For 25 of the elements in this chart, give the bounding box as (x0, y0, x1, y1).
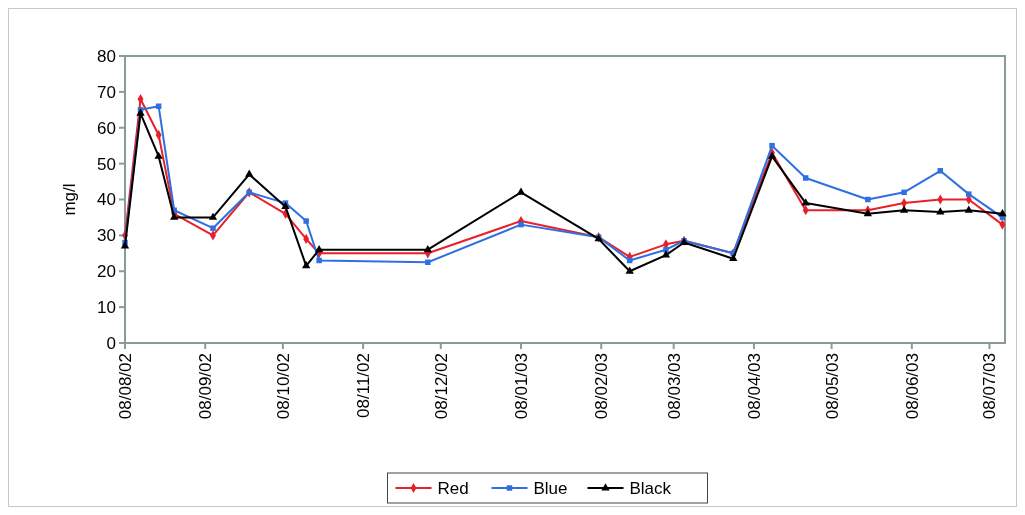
x-tick-label: 08/01/03 (511, 353, 531, 420)
y-tick-label: 0 (106, 333, 116, 353)
y-tick-label: 50 (97, 154, 116, 174)
x-tick-label: 08/11/02 (354, 353, 374, 418)
x-tick-label: 08/07/03 (980, 353, 1000, 420)
y-tick-label: 70 (97, 82, 116, 102)
x-tick-label: 08/03/03 (664, 353, 684, 420)
x-tick-label: 08/12/02 (431, 353, 451, 420)
y-tick-label: 30 (97, 226, 116, 246)
x-tick-label: 08/06/03 (902, 353, 922, 420)
y-tick-label: 20 (97, 262, 116, 282)
x-tick-label: 08/04/03 (744, 353, 764, 420)
y-tick-label: 80 (97, 46, 116, 66)
legend-label: Black (629, 478, 672, 498)
y-tick-label: 10 (97, 298, 116, 318)
x-tick-label: 08/08/02 (115, 353, 135, 420)
x-tick-label: 08/05/03 (822, 353, 842, 420)
y-axis-title: mg/l (60, 183, 79, 216)
y-tick-label: 60 (97, 118, 116, 138)
legend-label: Blue (533, 478, 568, 498)
x-tick-label: 08/02/03 (592, 353, 612, 420)
y-tick-label: 40 (97, 190, 116, 210)
x-tick-label: 08/09/02 (196, 353, 216, 420)
x-tick-label: 08/10/02 (273, 353, 293, 420)
legend-label: Red (437, 478, 469, 498)
